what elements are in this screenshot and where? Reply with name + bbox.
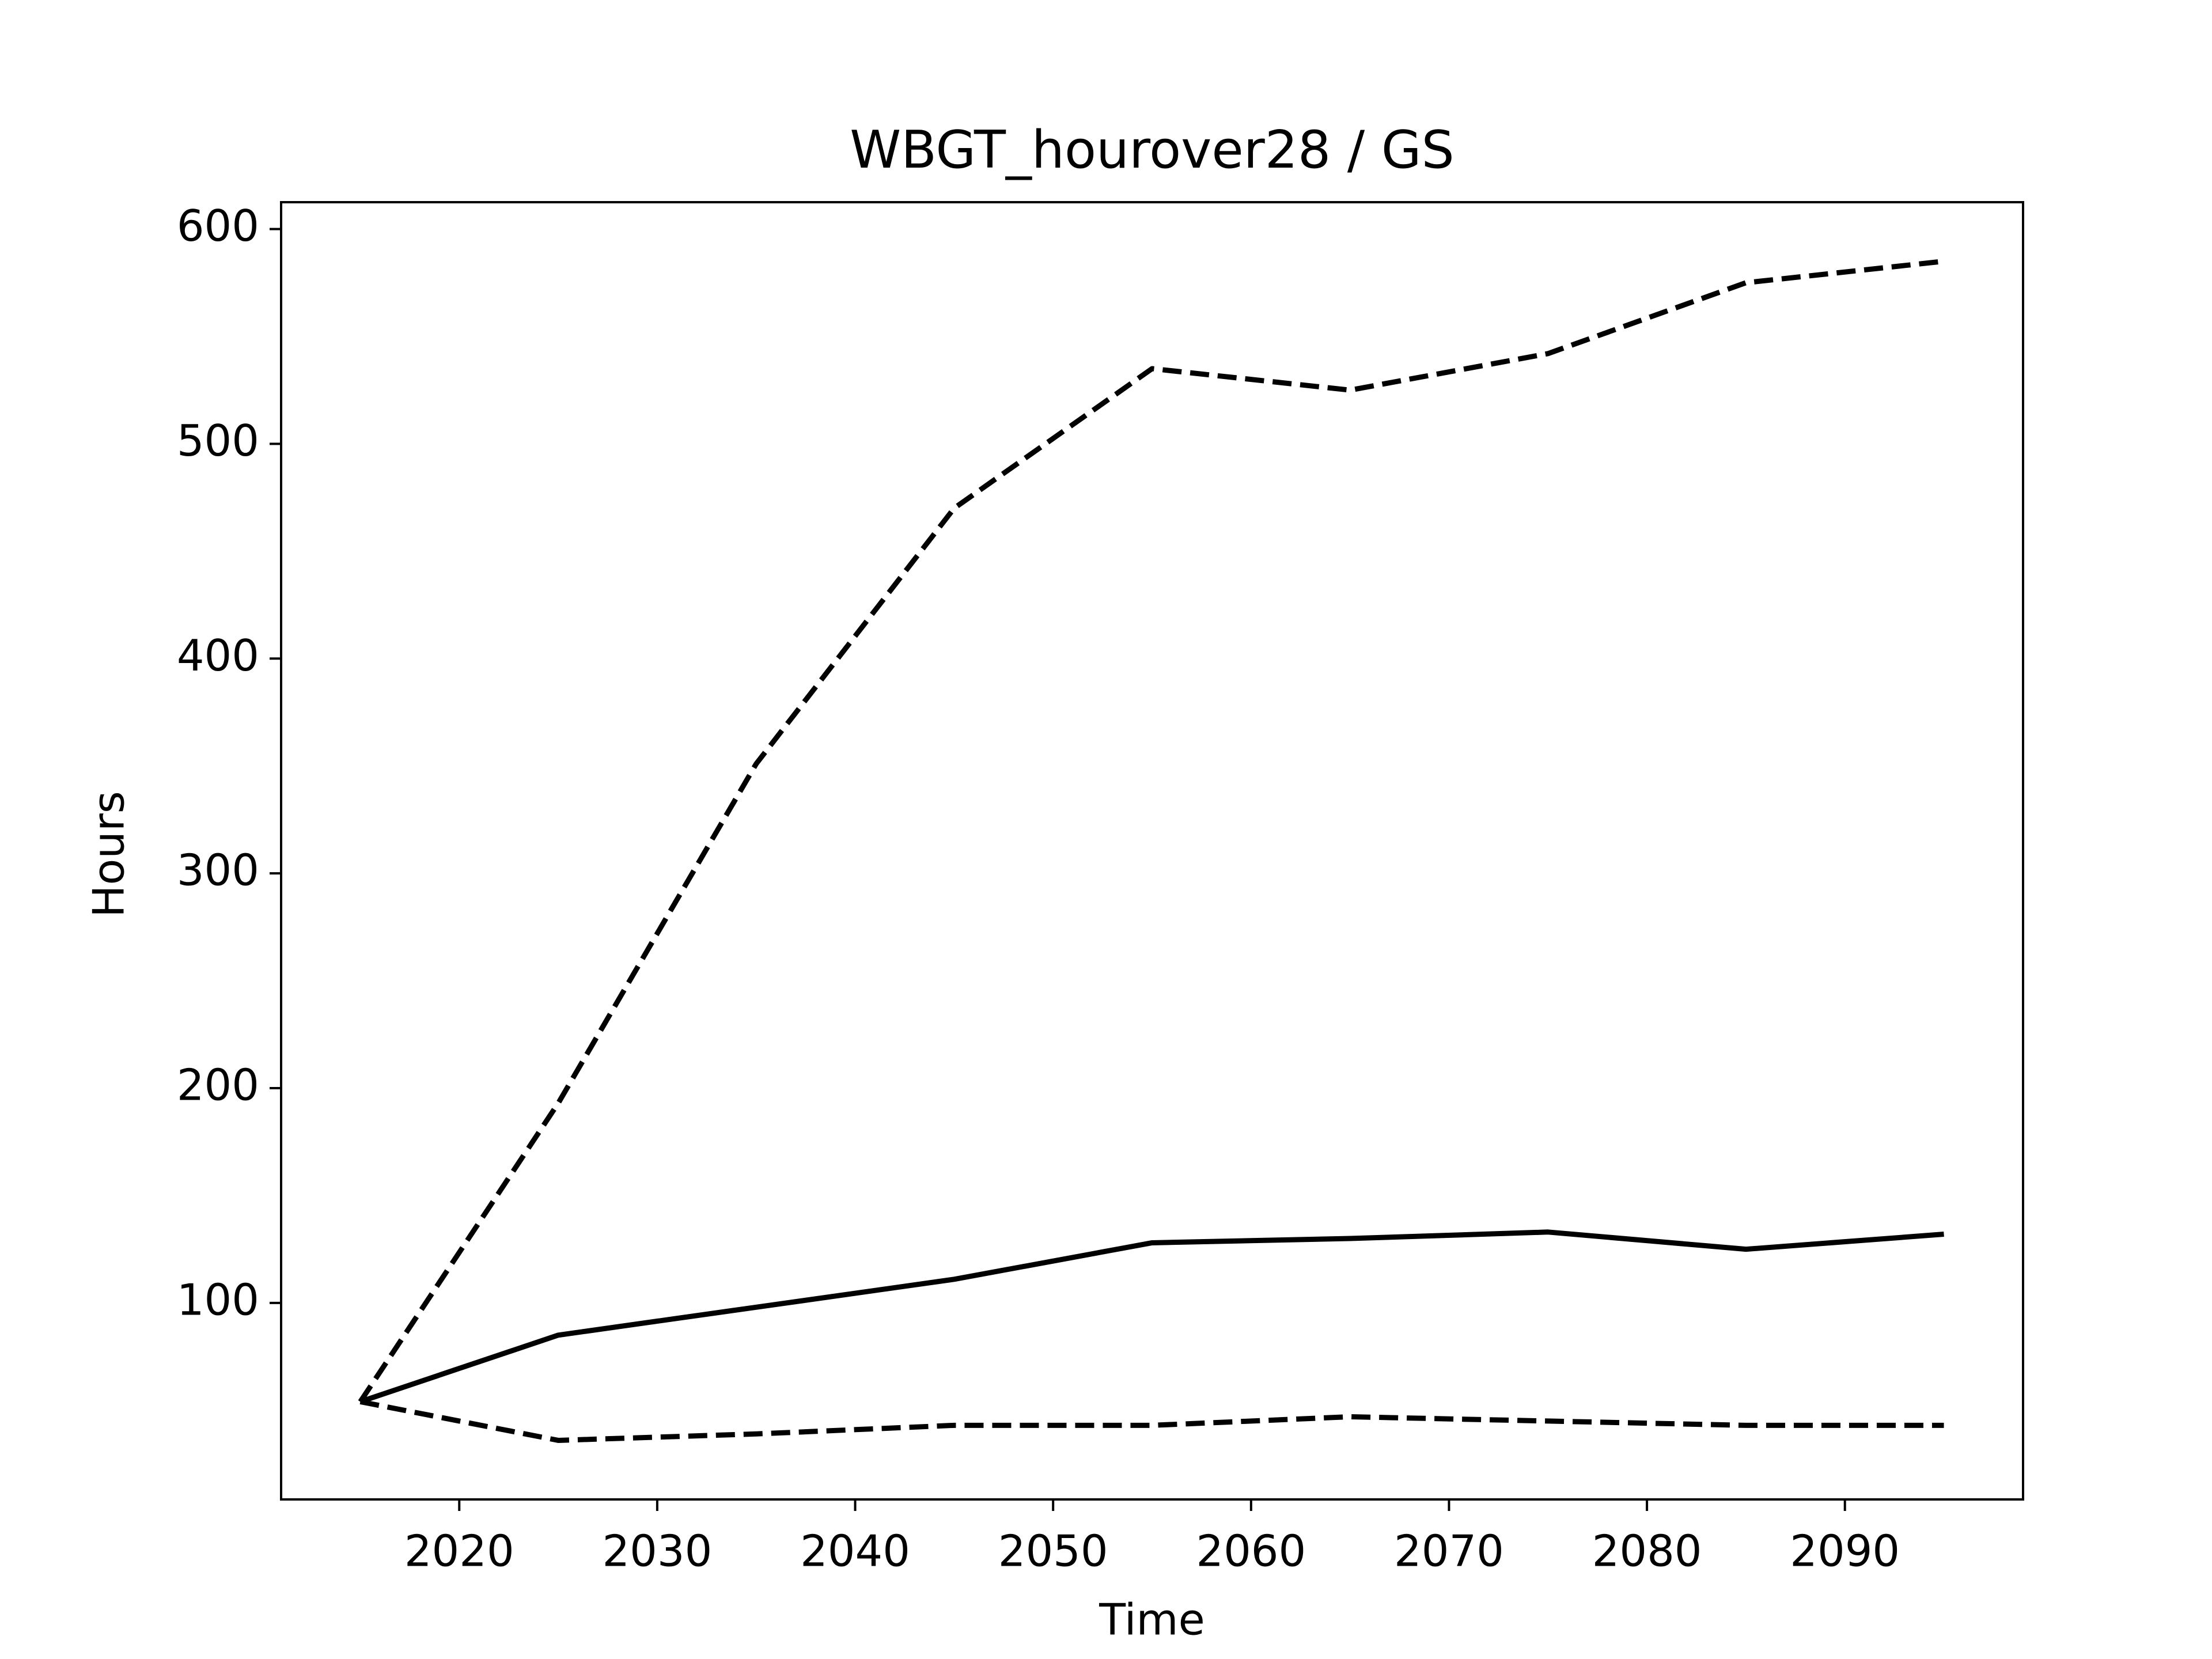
y-tick-label: 200 xyxy=(177,1059,259,1110)
x-axis-label: Time xyxy=(1099,1594,1205,1645)
x-tick-label: 2090 xyxy=(1790,1526,1900,1577)
series-line xyxy=(359,1399,1944,1443)
y-tick-label: 600 xyxy=(177,200,259,251)
x-tick-label: 2070 xyxy=(1394,1526,1504,1577)
x-tick-label: 2040 xyxy=(800,1526,910,1577)
x-tick-label: 2050 xyxy=(998,1526,1108,1577)
chart-title: WBGT_hourover28 / GS xyxy=(850,120,1454,180)
y-tick-label: 400 xyxy=(177,630,259,681)
series-line xyxy=(359,1229,1944,1404)
y-tick-label: 500 xyxy=(177,415,259,466)
plot-frame xyxy=(280,201,2024,1501)
x-tick-label: 2080 xyxy=(1592,1526,1702,1577)
y-axis-label: Hours xyxy=(84,791,134,918)
x-tick-label: 2030 xyxy=(602,1526,712,1577)
x-tick-label: 2020 xyxy=(404,1526,514,1577)
y-tick-label: 100 xyxy=(177,1274,259,1325)
x-tick-label: 2060 xyxy=(1196,1526,1306,1577)
series-line xyxy=(358,259,1945,1403)
y-tick-label: 300 xyxy=(177,845,259,896)
